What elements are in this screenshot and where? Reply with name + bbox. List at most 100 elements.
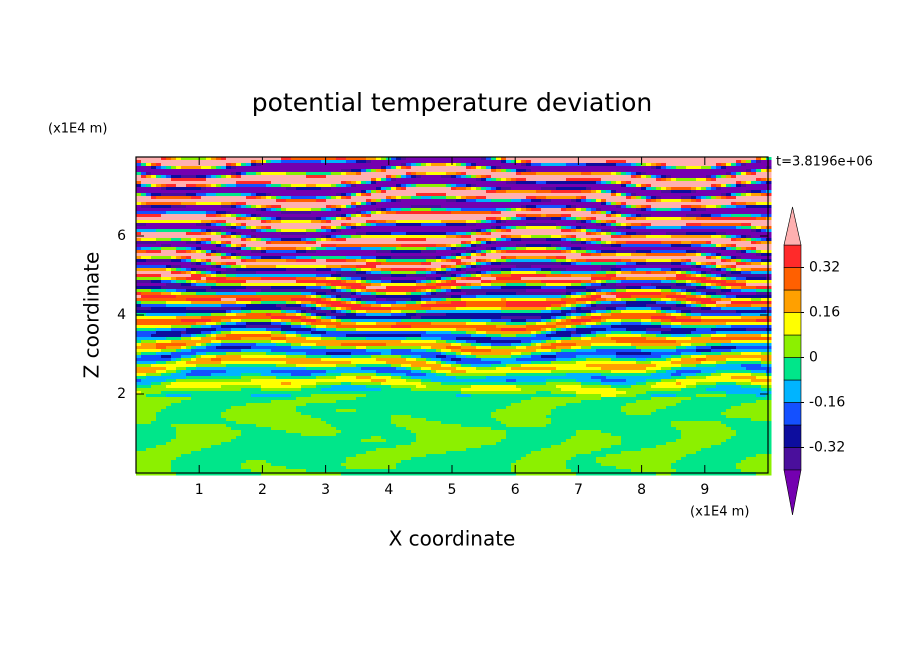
contour-cell [511,163,517,167]
contour-cell [281,229,287,233]
contour-cell [526,229,532,233]
contour-cell [171,166,177,170]
contour-cell [441,211,447,215]
contour-cell [666,262,672,266]
contour-cell [401,169,407,173]
contour-cell [576,190,582,194]
contour-cell [216,181,222,185]
contour-cell [566,262,572,266]
contour-cell [206,163,212,167]
contour-cell [161,214,167,218]
contour-cell [536,238,542,242]
contour-cell [536,223,542,227]
contour-cell [331,184,337,188]
contour-cell [711,199,717,203]
contour-cell [386,193,392,197]
contour-cell [756,220,762,224]
contour-cell [301,271,307,275]
contour-cell [141,259,147,263]
contour-cell [566,259,572,263]
contour-cell [306,271,312,275]
contour-cell [481,241,487,245]
contour-cell [321,229,327,233]
contour-cell [261,250,267,254]
contour-cell [726,265,732,269]
contour-cell [576,238,582,242]
contour-cell [626,271,632,275]
contour-cell [396,190,402,194]
contour-cell [661,193,667,197]
contour-cell [671,229,677,233]
contour-cell [636,235,642,239]
contour-cell [196,232,202,236]
contour-cell [741,256,747,260]
contour-cell [541,229,547,233]
contour-cell [431,262,437,266]
contour-cell [326,235,332,239]
contour-cell [186,166,192,170]
contour-cell [471,265,477,269]
contour-cell [551,271,557,275]
contour-cell [411,178,417,182]
contour-cell [306,268,312,272]
contour-cell [626,169,632,173]
contour-cell [381,235,387,239]
contour-cell [581,196,587,200]
contour-cell [321,247,327,251]
contour-cell [581,244,587,248]
contour-cell [451,181,457,185]
contour-cell [211,178,217,182]
contour-cell [191,172,197,176]
contour-cell [146,193,152,197]
contour-cell [156,250,162,254]
contour-cell [446,169,452,173]
contour-cell [696,244,702,248]
contour-cell [356,184,362,188]
contour-cell [346,229,352,233]
contour-cell [176,208,182,212]
contour-cell [191,247,197,251]
contour-cell [186,181,192,185]
contour-cell [301,223,307,227]
contour-cell [146,265,152,269]
contour-cell [476,265,482,269]
contour-cell [586,211,592,215]
contour-cell [531,193,537,197]
contour-cell [251,157,257,161]
contour-cell [561,217,567,221]
contour-cell [371,259,377,263]
contour-cell [336,172,342,176]
contour-cell [286,229,292,233]
contour-cell [236,178,242,182]
contour-cell [276,169,282,173]
contour-cell [501,265,507,269]
contour-cell [626,196,632,200]
contour-cell [666,235,672,239]
contour-cell [551,229,557,233]
contour-cell [761,160,767,164]
contour-cell [741,160,747,164]
contour-cell [306,202,312,206]
contour-cell [166,235,172,239]
contour-cell [546,190,552,194]
contour-cell [191,232,197,236]
contour-cell [256,223,262,227]
contour-cell [716,208,722,212]
contour-cell [691,268,697,272]
contour-cell [746,175,752,179]
contour-cell [451,271,457,275]
contour-cell [546,226,552,230]
contour-cell [151,256,157,260]
contour-cell [431,247,437,251]
contour-cell [391,226,397,230]
contour-cell [261,256,267,260]
contour-cell [246,226,252,230]
contour-cell [366,229,372,233]
contour-cell [381,205,387,209]
contour-cell [581,178,587,182]
contour-cell [471,232,477,236]
contour-cell [256,175,262,179]
contour-cell [176,259,182,263]
contour-cell [521,163,527,167]
contour-cell [516,223,522,227]
